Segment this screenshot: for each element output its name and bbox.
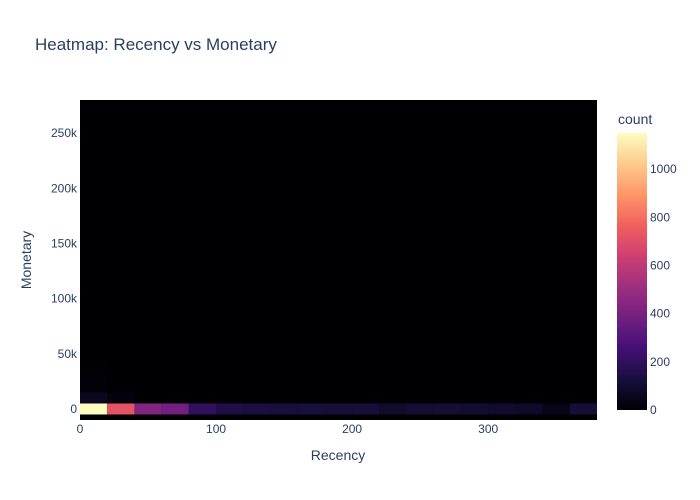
heatmap-cell bbox=[352, 403, 380, 415]
y-tick-label: 100k bbox=[51, 292, 78, 306]
heatmap-cell bbox=[80, 359, 108, 371]
heatmap-cell bbox=[406, 403, 434, 415]
y-tick-label: 150k bbox=[51, 236, 78, 250]
heatmap-cell bbox=[243, 403, 271, 415]
heatmap-cell bbox=[297, 403, 325, 415]
colorbar-tick-label: 600 bbox=[650, 258, 670, 272]
heatmap-cell bbox=[488, 403, 516, 415]
y-axis-ticks: 0 50k 100k 150k 200k 250k bbox=[51, 126, 78, 416]
colorbar-tick-label: 800 bbox=[650, 210, 670, 224]
heatmap-cell bbox=[460, 403, 489, 415]
heatmap-cell bbox=[569, 403, 597, 415]
x-tick-label: 300 bbox=[478, 422, 498, 436]
x-tick-label: 200 bbox=[342, 422, 362, 436]
heatmap-cell bbox=[433, 403, 461, 415]
y-tick-label: 250k bbox=[51, 126, 78, 140]
x-axis-ticks: 0 100 200 300 bbox=[77, 422, 499, 436]
colorbar bbox=[617, 133, 647, 410]
heatmap-cell bbox=[324, 403, 353, 415]
heatmap-cell bbox=[80, 381, 108, 393]
y-axis-title: Monetary bbox=[18, 231, 34, 289]
colorbar-title: count bbox=[618, 111, 652, 127]
heatmap-cell bbox=[107, 403, 135, 415]
colorbar-tick-label: 0 bbox=[650, 403, 657, 417]
heatmap-cell bbox=[515, 403, 543, 415]
heatmap-cell bbox=[80, 392, 108, 404]
heatmap-cell bbox=[216, 403, 244, 415]
x-axis-title: Recency bbox=[311, 447, 365, 463]
plot-background bbox=[80, 100, 597, 420]
heatmap-cell bbox=[542, 403, 570, 415]
heatmap-cells bbox=[80, 359, 597, 415]
chart-title: Heatmap: Recency vs Monetary bbox=[35, 35, 277, 54]
colorbar-tick-label: 200 bbox=[650, 355, 670, 369]
heatmap-cell bbox=[80, 403, 108, 415]
heatmap-cell bbox=[80, 370, 108, 382]
colorbar-tick-label: 1000 bbox=[650, 162, 677, 176]
colorbar-tick-label: 400 bbox=[650, 307, 670, 321]
y-tick-label: 50k bbox=[58, 347, 78, 361]
heatmap-cell bbox=[107, 392, 135, 404]
x-tick-label: 100 bbox=[206, 422, 226, 436]
y-tick-label: 200k bbox=[51, 181, 78, 195]
heatmap-cell bbox=[379, 403, 407, 415]
heatmap-cell bbox=[161, 403, 189, 415]
x-tick-label: 0 bbox=[77, 422, 84, 436]
heatmap-cell bbox=[270, 403, 298, 415]
heatmap-cell bbox=[188, 403, 217, 415]
heatmap-cell bbox=[134, 403, 162, 415]
y-tick-label: 0 bbox=[70, 402, 77, 416]
colorbar-ticks: 0 200 400 600 800 1000 bbox=[650, 162, 677, 417]
